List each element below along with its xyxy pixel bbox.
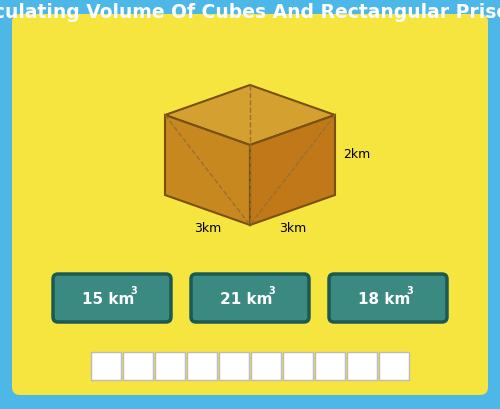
Polygon shape xyxy=(165,115,250,225)
FancyBboxPatch shape xyxy=(379,352,409,380)
Polygon shape xyxy=(250,115,335,225)
FancyBboxPatch shape xyxy=(155,352,185,380)
FancyBboxPatch shape xyxy=(53,274,171,322)
Text: 21 km: 21 km xyxy=(220,292,272,306)
Text: 3: 3 xyxy=(406,286,414,296)
Text: Calculating Volume Of Cubes And Rectangular Prisems: Calculating Volume Of Cubes And Rectangu… xyxy=(0,4,500,22)
Text: 2km: 2km xyxy=(343,148,370,162)
Text: 3km: 3km xyxy=(279,222,306,235)
Text: 3: 3 xyxy=(130,286,138,296)
FancyBboxPatch shape xyxy=(187,352,217,380)
FancyBboxPatch shape xyxy=(219,352,249,380)
Polygon shape xyxy=(165,85,335,145)
FancyBboxPatch shape xyxy=(283,352,313,380)
FancyBboxPatch shape xyxy=(315,352,345,380)
Text: 3km: 3km xyxy=(194,222,221,235)
Text: 18 km: 18 km xyxy=(358,292,410,306)
FancyBboxPatch shape xyxy=(251,352,281,380)
Text: 3: 3 xyxy=(268,286,276,296)
FancyBboxPatch shape xyxy=(91,352,121,380)
FancyBboxPatch shape xyxy=(191,274,309,322)
FancyBboxPatch shape xyxy=(123,352,153,380)
Text: 15 km: 15 km xyxy=(82,292,134,306)
FancyBboxPatch shape xyxy=(347,352,377,380)
FancyBboxPatch shape xyxy=(12,14,488,395)
FancyBboxPatch shape xyxy=(329,274,447,322)
